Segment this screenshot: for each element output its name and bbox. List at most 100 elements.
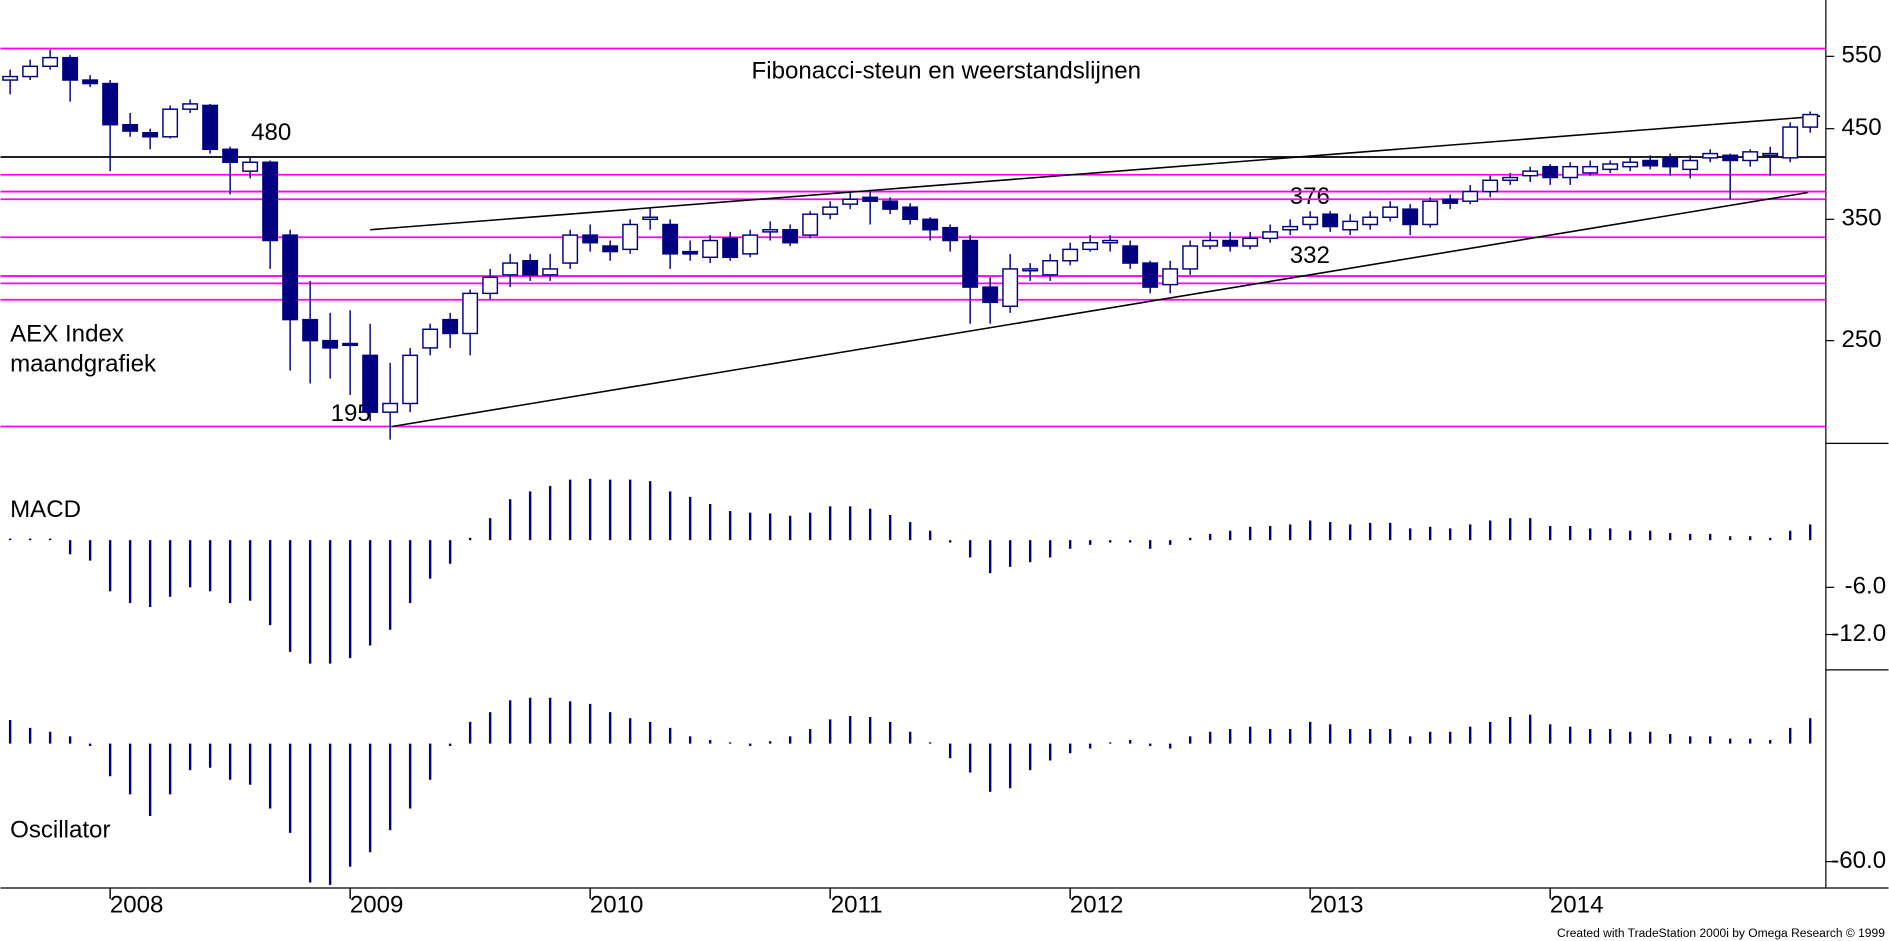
candle-body [782,229,799,244]
candle-body [222,148,239,163]
x-tick-label: 2011 [831,891,883,918]
trend-line [370,115,1821,231]
candle-body [522,260,539,276]
candle-body [1702,152,1719,159]
x-tick-label: 2008 [110,891,164,918]
candle-body [602,245,619,253]
candle-body [1202,239,1219,247]
candle-body [1802,113,1819,128]
candle-body [462,292,479,335]
panel-label: AEX Index [10,320,124,347]
y-tick-label: 450 [1842,114,1882,141]
candle-body [682,250,699,255]
candle-body [1602,163,1619,171]
candle-body [862,196,879,202]
candle-body [1382,206,1399,218]
candle-body [402,354,419,405]
annotation: 376 [1290,183,1330,210]
candle-body [1182,245,1199,270]
candle-body [282,234,299,321]
candle-body [202,104,219,151]
candle-body [502,262,519,276]
candle-body [1642,159,1659,167]
candle-body [362,354,379,413]
x-tick-label: 2009 [350,891,404,918]
candle-body [82,79,99,85]
candle-body [1162,268,1179,286]
chart-title: Fibonacci-steun en weerstandslijnen [752,58,1141,85]
candle-body [1582,165,1599,174]
candle-body [1422,200,1439,226]
candle-body [922,218,939,231]
candle-body [302,318,319,342]
footer: Created with TradeStation 2000i by Omega… [1557,926,1885,940]
candle-body [1462,190,1479,202]
candle-body [542,268,559,276]
candle-body [722,237,739,259]
candle-body [822,206,839,215]
panel-label: maandgrafiek [10,350,157,377]
candle-body [1442,198,1459,204]
candle-body [1282,225,1299,231]
y-tick-label: 350 [1842,205,1882,232]
candle-body [1562,165,1579,179]
candle-body [1402,208,1419,226]
candle-body [1782,126,1799,159]
candle-body [1102,239,1119,244]
candle-body [1322,213,1339,228]
candle-body [1502,176,1519,182]
candle-body [1002,268,1019,307]
candle-body [1242,237,1259,247]
candle-body [262,161,279,242]
candle-body [622,223,639,251]
candle-body [122,123,139,132]
candle-body [102,82,119,126]
candle-body [562,234,579,264]
candle-body [182,103,199,110]
candle-body [1362,216,1379,226]
panel-label: Oscillator [10,817,110,844]
candle-body [802,213,819,236]
candle-body [762,229,779,233]
candle-body [1302,216,1319,226]
y-tick-label: 250 [1842,326,1882,353]
candle-body [422,328,439,349]
candle-body [442,318,459,335]
x-tick-label: 2010 [590,891,644,918]
candle-body [982,286,999,304]
candle-body [342,342,359,347]
candle-body [1262,231,1279,240]
candle-body [1482,179,1499,193]
candle-body [882,200,899,210]
candle-body [1342,220,1359,231]
candle-body [902,206,919,221]
candle-body [22,65,39,78]
candle-body [942,226,959,242]
candle-body [642,216,659,221]
candle-body [1122,245,1139,264]
candle-body [1742,151,1759,162]
candle-body [242,161,259,172]
annotation: 332 [1290,242,1330,269]
candle-body [962,239,979,288]
candle-body [742,234,759,255]
candle-body [1662,157,1679,168]
candle-body [62,56,79,81]
annotation: 480 [251,119,291,146]
y-tick-label: -6.0 [1845,573,1887,600]
candle-body [662,223,679,255]
candle-body [1062,248,1079,262]
x-tick-label: 2014 [1550,891,1604,918]
candle-body [322,339,339,349]
y-tick-label: 550 [1842,42,1882,69]
candle-body [2,75,19,81]
y-tick-label: -12.0 [1831,620,1886,647]
candle-body [1542,165,1559,179]
candle-body [162,108,179,138]
candle-body [1142,262,1159,288]
candle-body [1022,268,1039,272]
candle-body [1762,152,1779,157]
x-tick-label: 2013 [1310,891,1364,918]
trend-line [392,191,1809,428]
